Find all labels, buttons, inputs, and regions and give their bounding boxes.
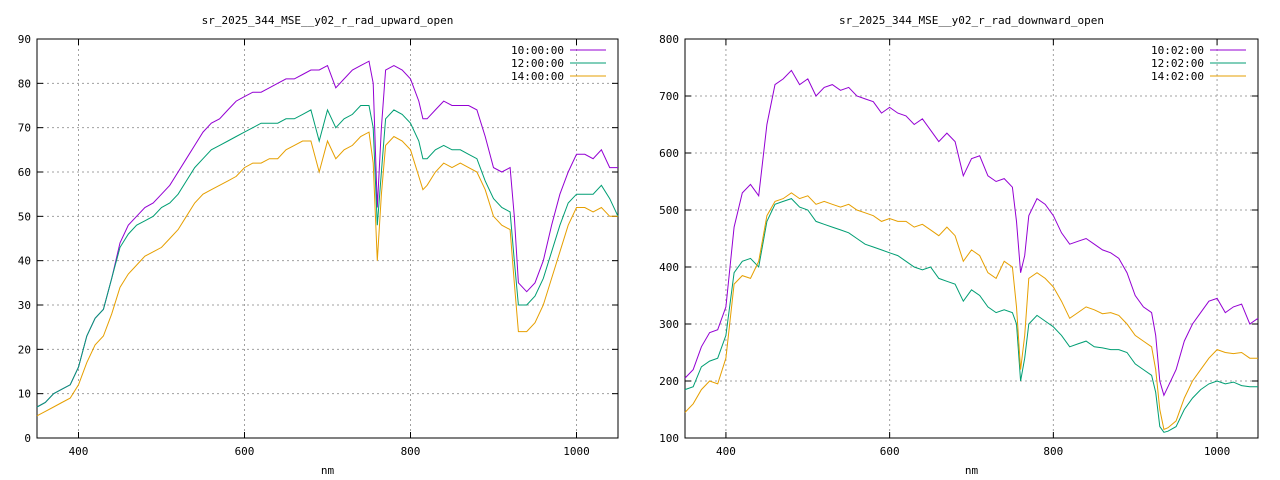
series-line-1 [36,60,618,408]
y-tick-label: 200 [659,375,679,388]
series-line-2 [36,105,619,408]
y-tick-label: 20 [18,343,31,356]
y-tick-label: 40 [18,255,31,268]
y-tick-label: 600 [659,147,679,160]
y-tick-label: 0 [24,432,31,445]
y-tick-label: 70 [18,122,31,135]
y-tick-label: 80 [18,77,31,90]
x-tick-label: 400 [716,445,736,458]
y-tick-label: 90 [18,33,31,46]
chart-panel-1: 0 10 20 30 40 50 60 70 80 90 400 600 800 1000 sr_2025_… [18,14,619,477]
y-tick-label: 800 [659,33,679,46]
legend-label: 10:02:00 [1151,44,1204,57]
y-tick-label: 10 [18,388,31,401]
series-line-1 [684,69,1259,397]
x-tick-label: 400 [69,445,89,458]
plot-frame [36,38,619,439]
y-tick-label: 30 [18,299,31,312]
x-tick-label: 1000 [563,445,590,458]
chart-panel-2: 100 200 300 400 500 600 700 800 400 600 800 1000 sr_… [659,14,1259,477]
y-tick-label: 500 [659,204,679,217]
y-tick-label: 400 [659,261,679,274]
legend-label: 12:00:00 [511,57,564,70]
y-tick-label: 60 [18,166,31,179]
series-line-3 [36,131,618,417]
chart-title: sr_2025_344_MSE__y02_r_rad_downward_open [839,14,1104,27]
x-tick-label: 600 [235,445,255,458]
chart-title: sr_2025_344_MSE__y02_r_rad_upward_open [202,14,454,27]
x-tick-label: 800 [401,445,421,458]
plot-frame [684,38,1259,439]
y-tick-label: 50 [18,210,31,223]
series-line-3 [684,192,1258,431]
y-tick-label: 100 [659,432,679,445]
x-axis-label: nm [321,464,335,477]
legend-label: 14:02:00 [1151,70,1204,83]
x-tick-label: 800 [1043,445,1063,458]
series-line-2 [684,198,1258,433]
x-axis-label: nm [965,464,979,477]
x-tick-label: 1000 [1204,445,1231,458]
y-tick-label: 700 [659,90,679,103]
y-tick-label: 300 [659,318,679,331]
legend-label: 10:00:00 [511,44,564,57]
legend-label: 12:02:00 [1151,57,1204,70]
x-tick-label: 600 [880,445,900,458]
legend-label: 14:00:00 [511,70,564,83]
